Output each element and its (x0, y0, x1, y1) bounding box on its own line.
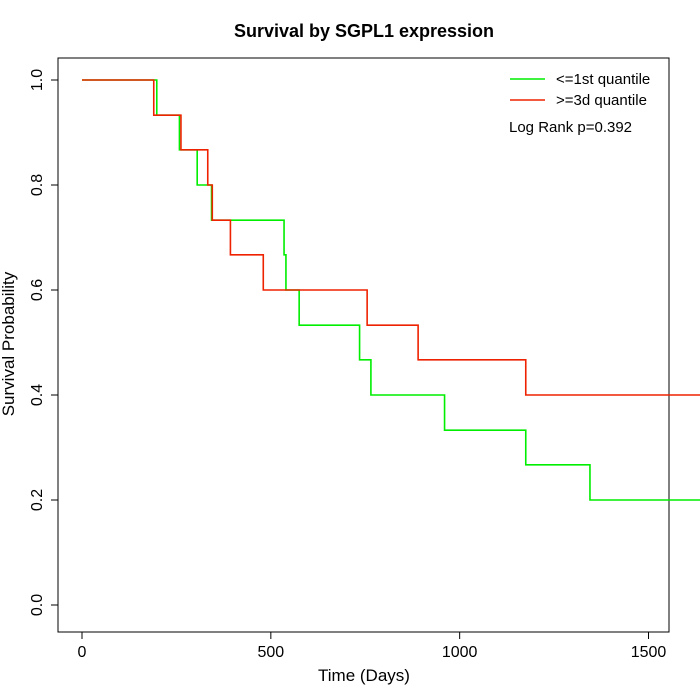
y-tick-label: 0.4 (29, 384, 46, 406)
log-rank-annotation: Log Rank p=0.392 (509, 119, 632, 136)
series-line-high (82, 79, 700, 396)
y-axis: 0.0 0.2 0.4 0.6 0.8 1.0 (29, 69, 59, 616)
series-layer (82, 79, 700, 501)
y-axis-label: Survival Probability (0, 271, 18, 416)
series-line-low (82, 79, 700, 501)
y-tick-label: 0.8 (29, 174, 46, 196)
y-tick-label: 0.0 (29, 594, 46, 616)
y-tick-label: 0.6 (29, 279, 46, 301)
x-tick-label: 1500 (631, 644, 667, 661)
x-axis-label: Time (Days) (318, 666, 410, 685)
legend-label-high: >=3d quantile (556, 92, 647, 109)
legend-label-low: <=1st quantile (556, 71, 650, 88)
y-tick-label: 0.2 (29, 489, 46, 511)
x-tick-label: 0 (78, 644, 87, 661)
y-tick-label: 1.0 (29, 69, 46, 91)
chart-title: Survival by SGPL1 expression (234, 21, 494, 41)
x-tick-label: 1000 (442, 644, 478, 661)
x-axis: 0 500 1000 1500 (78, 631, 667, 661)
legend: <=1st quantile >=3d quantile (510, 71, 650, 109)
plot-frame (57, 57, 670, 633)
x-tick-label: 500 (257, 644, 284, 661)
